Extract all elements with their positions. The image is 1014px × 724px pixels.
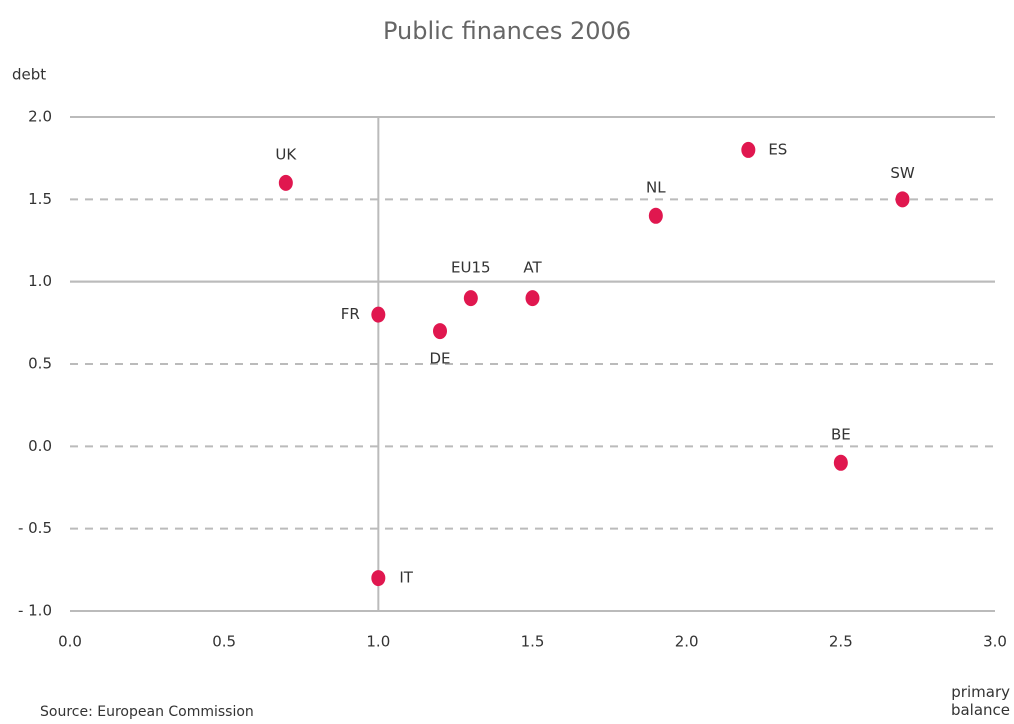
point-label: UK: [275, 145, 297, 163]
chart-title: Public finances 2006: [383, 17, 631, 45]
y-tick-label: 1.5: [28, 190, 52, 208]
x-tick-label: 1.0: [366, 633, 390, 651]
x-tick-label: 3.0: [983, 633, 1007, 651]
point: [278, 174, 293, 191]
x-axis-label: primary balance: [951, 683, 1010, 719]
point-label: SW: [890, 164, 915, 182]
x-tick-label: 2.0: [675, 633, 699, 651]
point: [895, 191, 910, 208]
point: [525, 290, 540, 307]
source: Source: European Commission: [40, 704, 254, 720]
point: [371, 570, 386, 587]
point: [648, 207, 663, 224]
x-tick-label: 1.5: [521, 633, 545, 651]
y-tick-label: 0.0: [28, 437, 52, 455]
point: [741, 141, 756, 158]
x-tick-label: 2.5: [829, 633, 853, 651]
point-label: NL: [646, 178, 666, 196]
point: [463, 290, 478, 307]
point-label: DE: [429, 350, 450, 368]
point: [433, 323, 447, 340]
y-tick-label: - 0.5: [18, 519, 52, 537]
y-tick-label: 1.0: [28, 272, 52, 290]
point-label: IT: [399, 569, 413, 587]
y-tick-label: 2.0: [28, 108, 52, 126]
x-tick-label: 0.0: [58, 633, 82, 651]
y-tick-label: - 1.0: [18, 602, 52, 620]
point: [833, 454, 848, 471]
y-tick-label: 0.5: [28, 355, 52, 373]
y-axis-label: debt: [12, 66, 46, 84]
point-label: ES: [768, 140, 787, 158]
point: [371, 306, 386, 323]
point-label: EU15: [451, 259, 491, 277]
point-label: FR: [341, 305, 360, 323]
x-tick-label: 0.5: [212, 633, 236, 651]
point-label: AT: [523, 259, 542, 277]
point-label: BE: [831, 425, 851, 443]
